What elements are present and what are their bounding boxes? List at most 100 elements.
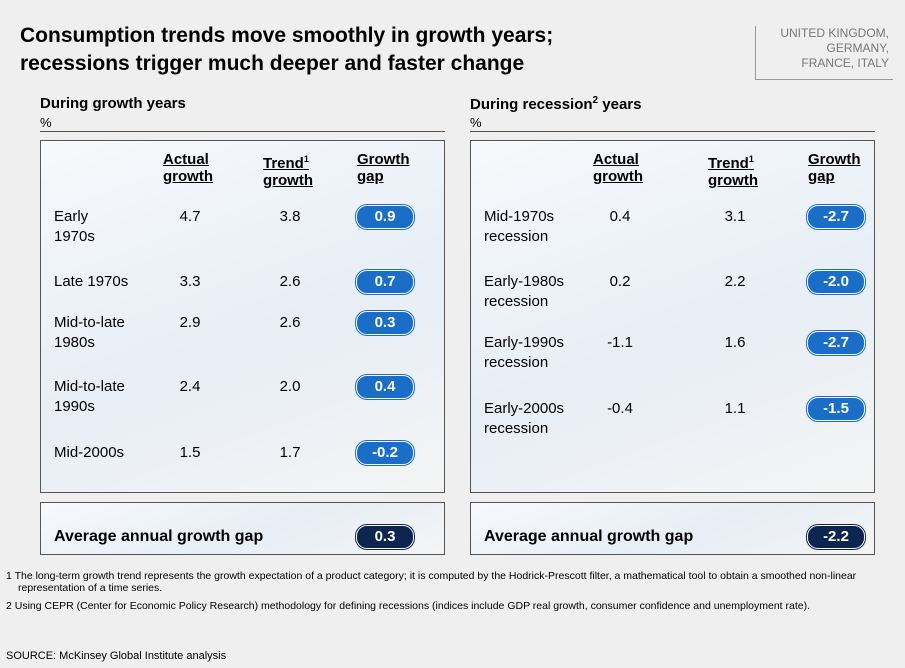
column-header: Actual growth	[593, 151, 643, 185]
actual-growth: -1.1	[607, 334, 633, 351]
actual-growth: 0.2	[609, 273, 631, 290]
footnote: 2 Using CEPR (Center for Economic Policy…	[6, 600, 878, 612]
row-label: Mid-1970s recession	[484, 207, 554, 247]
actual-growth: -0.4	[607, 400, 633, 417]
unit: %	[40, 115, 52, 130]
average-gap: 0.3	[356, 525, 414, 549]
panel-heading: During recession2 years	[470, 95, 641, 113]
trend-growth: 3.8	[279, 208, 301, 225]
row-label: Early-2000s recession	[484, 399, 564, 439]
growth-gap: -2.7	[807, 205, 865, 229]
column-header-sup: 1	[303, 154, 309, 164]
column-header-line: gap	[808, 168, 861, 185]
trend-growth: 2.6	[279, 314, 301, 331]
heading-sup: 2	[592, 95, 599, 106]
growth-gap: 0.4	[356, 375, 414, 399]
heading-text: years	[598, 96, 642, 113]
footnote-number: 1	[6, 570, 12, 582]
average-gap: -2.2	[807, 525, 865, 549]
column-header-line: Actual	[593, 151, 643, 168]
trend-growth: 2.2	[724, 273, 746, 290]
trend-growth: 3.1	[724, 208, 746, 225]
source: SOURCE: McKinsey Global Institute analys…	[6, 650, 227, 662]
column-header-text: growth	[593, 168, 643, 185]
actual-growth: 0.4	[609, 208, 631, 225]
column-header-line: growth	[708, 172, 758, 189]
footnote: 1 The long-term growth trend represents …	[6, 570, 878, 594]
column-header-text: Actual	[163, 151, 209, 168]
column-header: Trend1 growth	[708, 151, 758, 189]
unit: %	[470, 115, 482, 130]
column-header-text: growth	[163, 168, 213, 185]
column-header-line: Growth	[808, 151, 861, 168]
trend-growth: 1.7	[279, 444, 301, 461]
row-label-line: 1980s	[54, 334, 95, 351]
trend-growth: 2.6	[279, 273, 301, 290]
column-header-sup: 1	[748, 154, 754, 164]
average-label: Average annual growth gap	[484, 528, 694, 545]
growth-gap: -2.0	[807, 270, 865, 294]
column-header-line: gap	[357, 168, 410, 185]
row-label-line: 1970s	[54, 228, 95, 245]
growth-gap: 0.9	[356, 205, 414, 229]
column-header-line: growth	[163, 168, 213, 185]
actual-growth: 2.4	[179, 378, 201, 395]
growth-gap: 0.7	[356, 270, 414, 294]
column-header-text: Trend	[708, 155, 749, 172]
row-label-line: Early-1980s	[484, 273, 565, 290]
column-header-line: Trend1	[263, 151, 313, 172]
column-header-line: growth	[263, 172, 313, 189]
row-label: Mid-2000s	[54, 443, 124, 463]
actual-growth: 4.7	[179, 208, 201, 225]
trend-growth: 1.6	[724, 334, 746, 351]
column-header-text: Trend	[263, 155, 304, 172]
column-header: Actual growth	[163, 151, 213, 185]
actual-growth: 2.9	[179, 314, 201, 331]
row-label-line: Early-1990s	[484, 334, 565, 351]
column-header-text: growth	[708, 172, 758, 189]
heading-text: During recession	[470, 96, 593, 113]
row-label-line: Mid-2000s	[54, 444, 125, 461]
footnote-text: Using CEPR (Center for Economic Policy R…	[14, 600, 811, 612]
growth-gap: 0.3	[356, 311, 414, 335]
trend-growth: 2.0	[279, 378, 301, 395]
region-line: GERMANY,	[826, 41, 889, 55]
row-label-line: 1990s	[54, 398, 95, 415]
row-label-line: Late 1970s	[54, 273, 129, 290]
actual-growth: 3.3	[179, 273, 201, 290]
panel-heading: During growth years	[40, 95, 186, 112]
rule	[40, 131, 445, 132]
table-box	[470, 140, 875, 493]
row-label: Late 1970s	[54, 272, 128, 292]
region-line: UNITED KINGDOM,	[780, 26, 889, 40]
growth-gap: -0.2	[356, 441, 414, 465]
row-label-line: Mid-to-late	[54, 314, 125, 331]
row-label-line: Early	[54, 208, 89, 225]
row-label: Mid-to-late 1990s	[54, 377, 125, 417]
row-label-line: recession	[484, 228, 549, 245]
column-header: Growth gap	[357, 151, 410, 185]
row-label: Early 1970s	[54, 207, 95, 247]
row-label-line: Early-2000s	[484, 400, 565, 417]
column-header-line: Trend1	[708, 151, 758, 172]
region-box: UNITED KINGDOM, GERMANY, FRANCE, ITALY	[755, 26, 893, 80]
column-header-text: Growth	[808, 151, 861, 168]
actual-growth: 1.5	[179, 444, 201, 461]
column-header-text: Actual	[593, 151, 639, 168]
column-header-line: Actual	[163, 151, 213, 168]
column-header: Growth gap	[808, 151, 861, 185]
column-header-text: gap	[808, 168, 835, 185]
column-header-text: gap	[357, 168, 384, 185]
row-label-line: recession	[484, 293, 549, 310]
row-label-line: recession	[484, 420, 549, 437]
rule	[470, 131, 875, 132]
column-header-line: growth	[593, 168, 643, 185]
heading-text: During growth years	[40, 95, 186, 112]
title: Consumption trends move smoothly in grow…	[20, 22, 553, 78]
row-label-line: Mid-to-late	[54, 378, 125, 395]
average-label: Average annual growth gap	[54, 528, 264, 545]
footnote-text: The long-term growth trend represents th…	[14, 570, 857, 594]
growth-gap: -2.7	[807, 331, 865, 355]
growth-gap: -1.5	[807, 397, 865, 421]
